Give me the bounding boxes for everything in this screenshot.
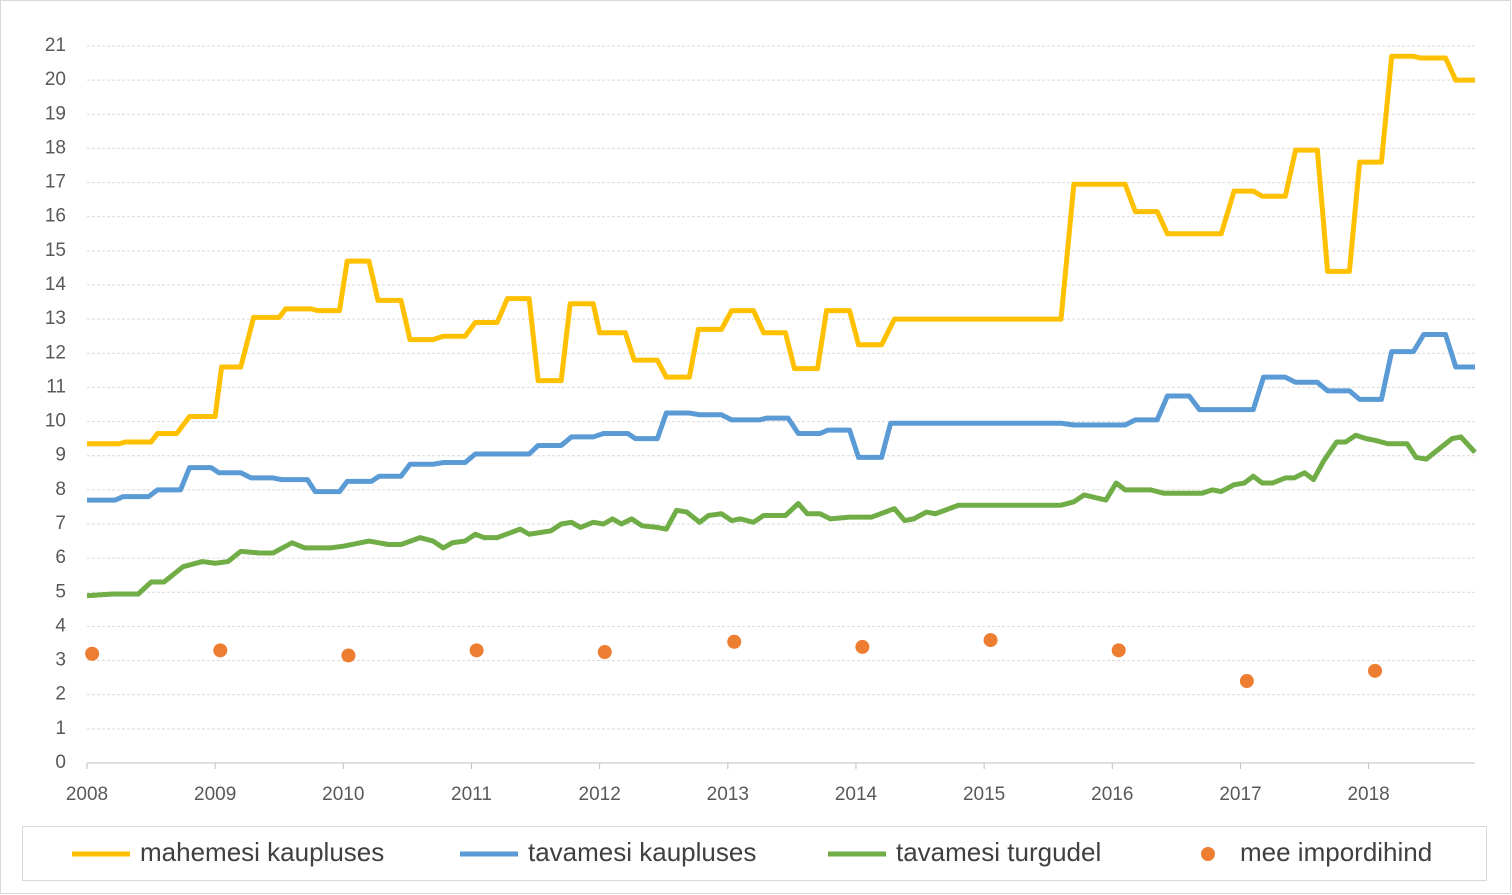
y-tick-label: 1	[55, 718, 66, 739]
legend-label: tavamesi kaupluses	[528, 837, 756, 867]
y-tick-label: 4	[55, 615, 66, 636]
y-tick-label: 16	[45, 206, 66, 227]
x-tick-label: 2008	[66, 784, 108, 805]
scatter-point	[597, 645, 612, 660]
y-tick-label: 18	[45, 137, 66, 158]
y-tick-label: 8	[55, 479, 66, 500]
scatter-point	[1368, 663, 1383, 678]
legend-swatch	[1201, 847, 1215, 861]
scatter-point	[727, 634, 742, 649]
y-tick-label: 14	[45, 274, 67, 295]
x-tick-label: 2011	[451, 784, 492, 805]
scatter-point	[855, 639, 870, 654]
series-line	[86, 432, 1477, 599]
scatter-point	[469, 643, 484, 658]
y-tick-label: 6	[55, 547, 66, 568]
y-tick-label: 13	[45, 308, 66, 329]
y-tick-label: 9	[55, 445, 66, 466]
x-tick-label: 2018	[1347, 784, 1389, 805]
scatter-point	[1111, 643, 1126, 658]
legend-label: mahemesi kaupluses	[140, 837, 384, 867]
y-tick-label: 2	[55, 684, 66, 705]
y-tick-label: 5	[55, 581, 66, 602]
y-tick-label: 3	[55, 650, 66, 671]
scatter-point	[1239, 674, 1254, 689]
y-tick-label: 21	[45, 35, 66, 56]
y-tick-label: 0	[55, 752, 66, 773]
x-tick-label: 2013	[707, 784, 749, 805]
series-line	[87, 53, 1475, 447]
y-tick-label: 17	[45, 172, 66, 193]
y-tick-label: 19	[45, 103, 66, 124]
x-tick-label: 2015	[963, 784, 1005, 805]
x-tick-label: 2010	[322, 784, 364, 805]
x-tick-label: 2014	[835, 784, 878, 805]
series-line	[87, 332, 1475, 503]
x-tick-label: 2017	[1219, 784, 1261, 805]
y-tick-label: 10	[45, 411, 66, 432]
y-tick-label: 12	[45, 342, 66, 363]
legend-frame	[22, 826, 1487, 881]
y-tick-label: 15	[45, 240, 66, 261]
scatter-point	[85, 646, 100, 661]
x-tick-label: 2012	[579, 784, 621, 805]
x-tick-label: 2009	[194, 784, 236, 805]
scatter-point	[983, 633, 998, 648]
scatter-point	[341, 648, 356, 663]
legend-label: mee impordihind	[1240, 837, 1432, 867]
x-tick-label: 2016	[1091, 784, 1133, 805]
legend-label: tavamesi turgudel	[896, 837, 1101, 867]
scatter-point	[213, 643, 228, 658]
y-tick-label: 7	[55, 513, 66, 534]
y-tick-label: 11	[46, 376, 66, 397]
y-tick-label: 20	[45, 69, 66, 90]
